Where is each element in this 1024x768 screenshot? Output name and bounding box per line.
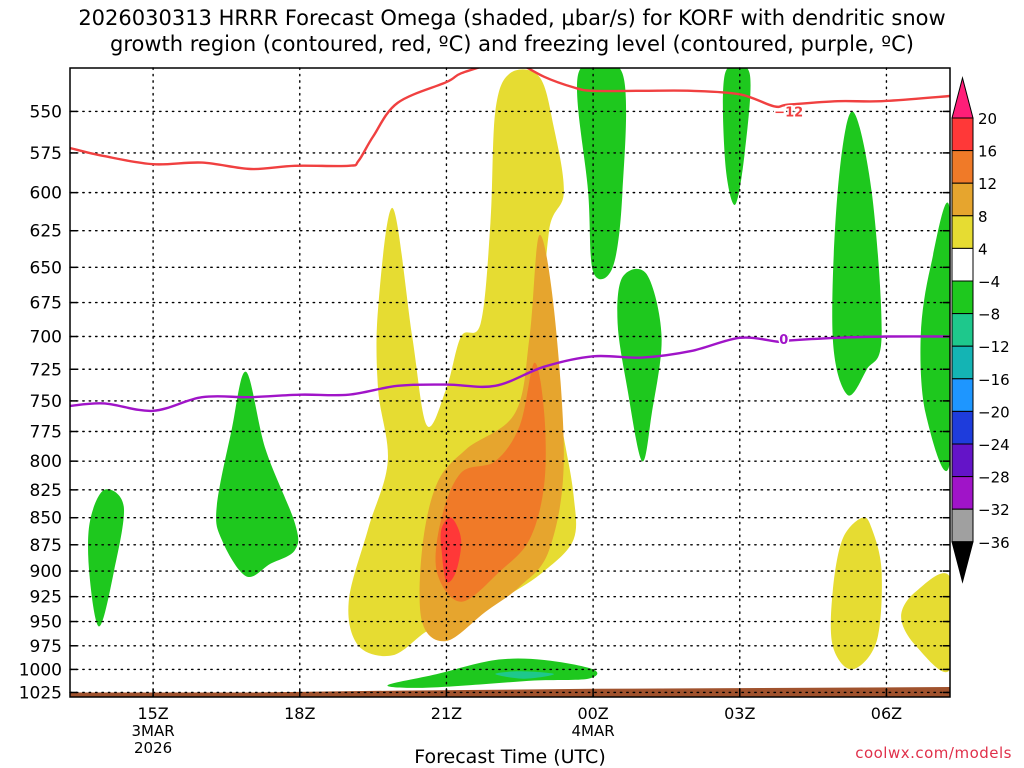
- x-tick-label: 21Z: [431, 704, 462, 723]
- colorbar-label: −16: [978, 371, 1010, 389]
- omega-region-2: [216, 371, 299, 578]
- y-tick-label: 900: [30, 562, 62, 582]
- colorbar-label: 8: [978, 208, 988, 226]
- y-tick-label: 550: [30, 102, 62, 122]
- omega-region-5: [722, 68, 751, 206]
- terrain-fill: [70, 687, 950, 697]
- y-tick-label: 975: [30, 637, 62, 657]
- x-tick-label: 18Z: [284, 704, 315, 723]
- colorbar-label: −32: [978, 501, 1010, 519]
- colorbar-bottom-arrow: [951, 541, 974, 584]
- colorbar-label: −4: [978, 273, 1000, 291]
- colorbar-swatch: [951, 378, 974, 412]
- y-tick-label: 725: [30, 360, 62, 380]
- colorbar-swatch: [951, 280, 974, 315]
- colorbar-label: 16: [978, 143, 997, 161]
- colorbar-label: 20: [978, 110, 997, 128]
- colorbar-swatch: [951, 410, 974, 445]
- x-tick-label: 03Z: [724, 704, 755, 723]
- omega-region-12: [901, 573, 950, 673]
- y-tick-label: 1025: [19, 683, 62, 703]
- omega-region-1: [88, 489, 125, 627]
- colorbar-label: 12: [978, 175, 997, 193]
- omega-region-15: [440, 517, 462, 583]
- colorbar-swatch: [951, 345, 974, 380]
- y-tick-label: 600: [30, 184, 62, 204]
- colorbar-top-arrow: [951, 76, 974, 119]
- colorbar-label: 4: [978, 240, 988, 258]
- site-credit[interactable]: coolwx.com/models: [855, 744, 1012, 762]
- chart-title-line-2: growth region (contoured, red, ºC) and f…: [110, 32, 914, 56]
- y-tick-label: 750: [30, 392, 62, 412]
- omega-region-4: [617, 268, 662, 462]
- colorbar-swatch: [951, 247, 974, 282]
- omega-region-11: [830, 517, 882, 670]
- y-tick-label: 675: [30, 294, 62, 314]
- x-tick-label: 06Z: [871, 704, 902, 723]
- omega-region-9: [495, 671, 555, 679]
- colorbar-label: −24: [978, 436, 1010, 454]
- contour-label: −12: [774, 105, 803, 120]
- omega-region-8: [387, 658, 598, 688]
- y-tick-label: 650: [30, 258, 62, 278]
- contour-label: 0: [779, 333, 788, 348]
- colorbar-label: −20: [978, 403, 1010, 421]
- colorbar-label: −8: [978, 306, 1000, 324]
- y-tick-label: 950: [30, 613, 62, 633]
- colorbar-label: −36: [978, 534, 1010, 552]
- y-tick-label: 700: [30, 328, 62, 348]
- y-tick-label: 775: [30, 423, 62, 443]
- x-axis-title: Forecast Time (UTC): [414, 746, 606, 768]
- y-tick-label: 925: [30, 588, 62, 608]
- chart-title-line-1: 2026030313 HRRR Forecast Omega (shaded, …: [78, 6, 946, 30]
- colorbar-label: −12: [978, 338, 1010, 356]
- colorbar-swatch: [951, 508, 974, 543]
- colorbar-swatch: [951, 182, 974, 217]
- y-tick-label: 800: [30, 452, 62, 472]
- omega-region-14: [435, 362, 546, 602]
- omega-region-3: [576, 68, 627, 280]
- colorbar-swatch: [951, 313, 974, 347]
- contour-line-2: [70, 335, 950, 413]
- y-tick-label: 825: [30, 481, 62, 501]
- colorbar-swatch: [951, 215, 974, 249]
- colorbar-swatch: [951, 443, 974, 478]
- contour-line-1: [70, 68, 950, 171]
- colorbar-swatch: [951, 117, 974, 152]
- y-tick-label: 1000: [19, 660, 62, 680]
- y-tick-label: 575: [30, 144, 62, 164]
- x-tick-date: 4MAR: [572, 722, 615, 740]
- x-tick-label: 15Z: [137, 704, 168, 723]
- plot-frame: [69, 67, 951, 698]
- y-tick-label: 625: [30, 222, 62, 242]
- x-tick-label: 00Z: [577, 704, 608, 723]
- y-tick-label: 850: [30, 509, 62, 529]
- x-tick-date: 3MAR: [132, 722, 175, 740]
- colorbar-label: −28: [978, 469, 1010, 487]
- colorbar-swatch: [951, 476, 974, 510]
- y-tick-label: 875: [30, 536, 62, 556]
- x-tick-year: 2026: [134, 739, 172, 757]
- colorbar-swatch: [951, 150, 974, 184]
- omega-region-6: [832, 111, 882, 396]
